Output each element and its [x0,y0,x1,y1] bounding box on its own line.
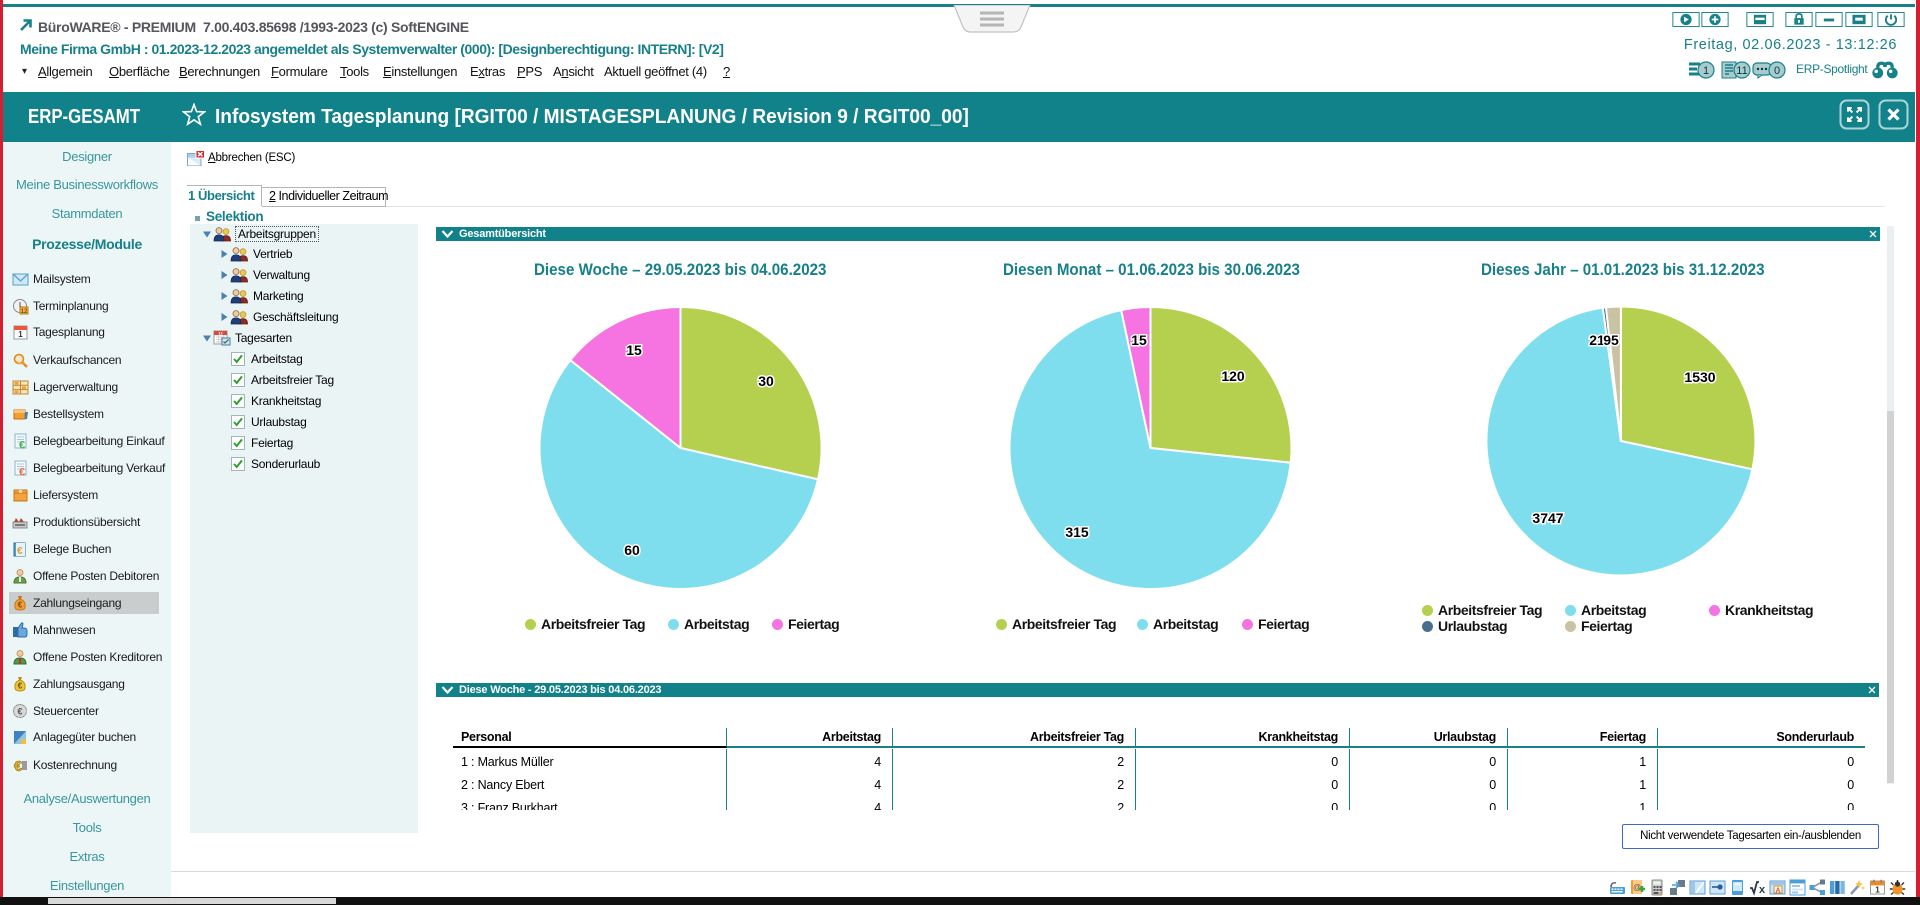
svg-text:€: € [17,546,23,557]
svg-text:11: 11 [1736,65,1747,77]
svg-text:x: x [1759,884,1766,896]
svg-text:15: 15 [626,342,642,358]
svg-text:1530: 1530 [1684,369,1715,385]
svg-text:12: 12 [21,309,28,315]
svg-text:€: € [19,439,25,450]
svg-text:315: 315 [1065,524,1089,540]
svg-text:3747: 3747 [1532,510,1563,526]
svg-text:€: € [17,706,22,716]
svg-text:1: 1 [1875,886,1880,895]
svg-text:120: 120 [1221,368,1245,384]
svg-text:30: 30 [758,373,774,389]
svg-text:1: 1 [1703,65,1709,77]
svg-text:12: 12 [218,331,223,336]
svg-text:@: @ [1633,883,1641,892]
svg-text:95: 95 [1603,332,1619,348]
svg-text:A: A [1775,888,1780,895]
svg-text:0: 0 [1774,65,1780,77]
svg-text:60: 60 [624,542,640,558]
svg-text:€: € [18,600,23,609]
svg-text:15: 15 [1131,332,1147,348]
svg-text:21: 21 [1589,332,1605,348]
svg-text:€: € [14,758,23,774]
svg-text:€: € [18,681,23,690]
svg-text:€: € [19,466,25,477]
svg-text:1: 1 [18,330,23,339]
